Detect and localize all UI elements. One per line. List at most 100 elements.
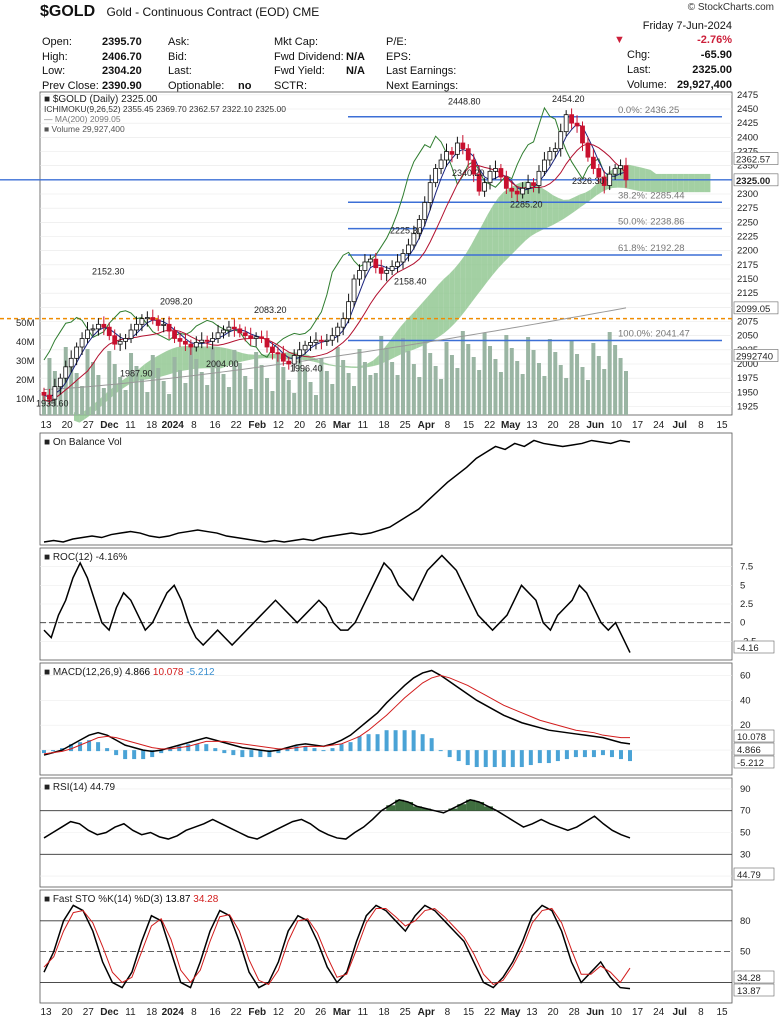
macd-histogram-bar [213,748,218,752]
volume-bar [515,361,520,415]
price-annotation: 2454.20 [552,94,585,104]
ichimoku-cloud-segment [324,362,330,366]
indicator-title: ■ RSI(14) 44.79 [44,782,116,793]
lagging-span-line [43,106,605,361]
volume-bar [58,384,63,415]
right-value-box [733,173,779,187]
volume-bar [123,390,128,415]
y-tick-label: 2475 [737,90,758,101]
x-axis-label: 24 [653,1007,665,1018]
candle-body [188,343,194,348]
volume-bar [156,368,161,415]
volume-bar [210,348,215,415]
volume-bar [118,377,123,415]
macd-histogram-bar [114,750,119,756]
volume-bar [183,383,188,415]
conversion-line [43,123,627,398]
ichimoku-cloud-segment [492,197,499,275]
candle-body [68,357,74,368]
volume-bar [504,335,509,415]
volume-bar [221,374,226,415]
price-annotation: 2098.20 [160,297,193,307]
credit-label: © StockCharts.com [687,2,774,13]
volume-bar [406,351,411,415]
x-axis-label: 17 [632,420,644,431]
x-axis-label: 15 [716,1007,728,1018]
candle-body [123,338,128,342]
volume-bar [150,355,155,415]
macd-histogram-bar [600,750,605,756]
indicator-value: -5.212 [183,667,215,678]
volume-bar [161,381,166,415]
x-axis-label: 20 [294,420,306,431]
indicator-title: ■ On Balance Vol [44,437,122,448]
macd-histogram-bar [609,750,614,758]
price-annotation: 2152.30 [92,266,125,276]
candle-body [449,151,455,155]
x-axis-label: 12 [273,1007,285,1018]
candle-body [612,168,618,175]
macd-histogram-bar [132,750,137,760]
candle-body [384,270,390,274]
volume-bar [400,338,405,415]
candle-body [193,342,199,348]
x-axis-label: 11 [358,420,369,431]
volume-bar [575,354,580,415]
candle-body [525,182,531,189]
volume-bar [542,376,547,415]
ichimoku-cloud-segment [672,173,678,193]
indicator-value-label: 44.79 [737,870,761,881]
volume-bar [74,373,79,415]
y-tick-label: 2400 [737,132,758,143]
ichimoku-cloud-segment [661,173,667,193]
x-axis-label: 13 [40,1007,52,1018]
ichimoku-cloud-segment [634,165,640,192]
macd-histogram-bar [330,748,335,752]
ichimoku-cloud-segment [520,181,526,246]
macd-histogram-bar [357,736,362,752]
volume-bar [596,356,601,415]
x-axis-label: 27 [83,1007,95,1018]
price-annotation: 2225.30 [390,226,423,236]
volume-bar [346,373,351,415]
x-axis-label: Mar [333,1007,351,1018]
volume-bar [270,391,275,415]
x-axis-label: 22 [484,1007,496,1018]
macd-histogram-bar [321,750,326,752]
volume-bar [520,374,525,415]
price-annotation: 1987.90 [120,368,153,378]
symbol-label: $GOLD [40,3,96,20]
candle-body [308,342,313,346]
candle-body [41,391,47,396]
volume-tick-label: 40M [16,337,35,348]
quote-mid-value: no [238,79,252,92]
volume-bar [444,342,449,415]
price-annotation: 2083.20 [254,305,287,315]
ichimoku-cloud-segment [683,173,689,193]
macd-histogram-bar [240,750,245,758]
macd-histogram-bar [456,750,461,762]
ichimoku-cloud-segment [237,351,243,363]
candle-body [520,187,526,195]
candle-body [95,323,101,330]
macd-histogram-bar [618,750,623,760]
indicator-value-label: 10.078 [737,732,766,743]
x-axis-label: 10 [611,1007,623,1018]
rsi-overbought-fill [386,805,396,811]
ichimoku-cloud-segment [563,199,569,219]
volume-bar [352,386,357,415]
indicator-value-box [733,640,775,654]
x-axis-label: 8 [445,1007,451,1018]
macd-histogram-bar [294,746,299,752]
ichimoku-cloud-segment [574,194,580,212]
candle-body [106,326,112,337]
volume-bar [526,337,531,415]
candle-body [378,267,384,274]
candle-body [514,190,520,195]
x-axis-label: 26 [315,1007,327,1018]
x-axis-label: Dec [100,1007,119,1018]
macd-histogram-bar [465,750,470,766]
x-axis-label: 18 [146,420,158,431]
ichimoku-cloud-segment [220,347,227,369]
macd-histogram-bar [528,750,533,766]
